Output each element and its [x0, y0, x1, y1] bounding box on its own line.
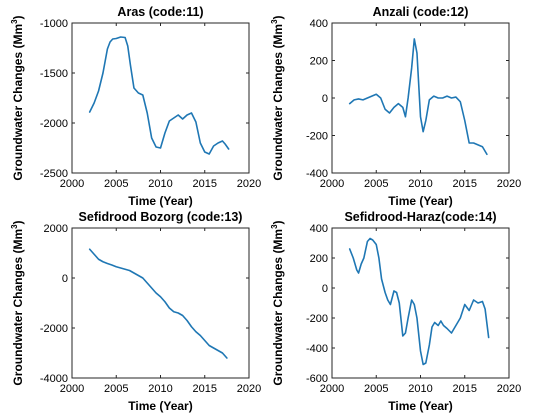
x-tick-label: 2010: [408, 178, 432, 190]
axes-frame: [71, 227, 250, 379]
x-tick-label: 2020: [497, 178, 521, 190]
y-tick-label: 400: [310, 223, 328, 235]
x-tick-label: 2015: [193, 178, 217, 190]
x-tick-label: 2020: [237, 178, 261, 190]
y-tick-label: -200: [306, 131, 328, 143]
series-line: [88, 36, 230, 155]
y-tick-label: -1000: [40, 18, 68, 30]
x-tick-label: 2000: [60, 383, 84, 395]
x-tick-label: 2020: [497, 383, 521, 395]
y-tick-label: -400: [306, 168, 328, 180]
chart-title: Anzali (code:12): [373, 5, 469, 19]
x-axis-label: Time (Year): [128, 399, 192, 413]
series-line: [348, 38, 488, 156]
y-tick-label: -4000: [40, 373, 68, 385]
chart-panel-3: 2000 2005 2010 2015 2020 -4000 -2000 0 2000 Sefid…: [10, 210, 261, 413]
chart-panel-2: 2000 2005 2010 2015 2020 -400 -200 0 200 400 Anzal…: [270, 5, 521, 208]
axes-frame: [71, 22, 250, 174]
x-tick-label: 2000: [60, 178, 84, 190]
y-axis-label: Groundwater Changes (Mm3): [270, 220, 285, 385]
x-tick-label: 2010: [148, 178, 172, 190]
series-line: [348, 237, 490, 366]
x-tick-label: 2005: [364, 383, 388, 395]
chart-title: Sefidrood-Haraz(code:14): [344, 210, 496, 224]
x-tick-label: 2010: [408, 383, 432, 395]
axes-frame: [331, 22, 510, 174]
x-tick-label: 2015: [193, 383, 217, 395]
y-tick-label: 0: [322, 93, 328, 105]
chart-panel-1: 2000 2005 2010 2015 2020 -2500 -2000 -1500 -1000…: [10, 5, 261, 208]
y-tick-label: -2000: [40, 118, 68, 130]
y-axis-label: Groundwater Changes (Mm3): [10, 220, 25, 385]
x-axis-label: Time (Year): [388, 399, 452, 413]
chart-panel-4: 2000 2005 2010 2015 2020 -600 -400 -200 0 200 400 S…: [270, 210, 521, 413]
y-tick-label: 2000: [44, 223, 68, 235]
x-tick-label: 2015: [453, 178, 477, 190]
y-axis-label: Groundwater Changes (Mm3): [10, 15, 25, 180]
y-tick-label: -2500: [40, 168, 68, 180]
series-line: [88, 248, 228, 359]
x-tick-label: 2005: [104, 178, 128, 190]
chart-title: Sefidrood Bozorg (code:13): [79, 210, 243, 224]
x-tick-label: 2010: [148, 383, 172, 395]
chart-title: Aras (code:11): [117, 5, 203, 19]
x-tick-label: 2020: [237, 383, 261, 395]
y-tick-label: 0: [62, 273, 68, 285]
y-tick-label: 200: [310, 56, 328, 68]
charts-layer: 2000 2005 2010 2015 2020-2500-2000-1500-1000…: [10, 5, 521, 413]
x-tick-label: 2005: [364, 178, 388, 190]
x-axis-label: Time (Year): [128, 194, 192, 208]
x-tick-label: 2000: [320, 178, 344, 190]
y-tick-label: -2000: [40, 323, 68, 335]
x-tick-label: 2000: [320, 383, 344, 395]
y-tick-label: -200: [306, 313, 328, 325]
y-tick-label: 200: [310, 253, 328, 265]
x-tick-label: 2015: [453, 383, 477, 395]
y-tick-label: -1500: [40, 68, 68, 80]
x-tick-label: 2005: [104, 383, 128, 395]
y-tick-label: 0: [322, 283, 328, 295]
y-tick-label: -600: [306, 373, 328, 385]
x-axis-label: Time (Year): [388, 194, 452, 208]
y-tick-label: -400: [306, 343, 328, 355]
y-axis-label: Groundwater Changes (Mm3): [270, 15, 285, 180]
y-tick-label: 400: [310, 18, 328, 30]
